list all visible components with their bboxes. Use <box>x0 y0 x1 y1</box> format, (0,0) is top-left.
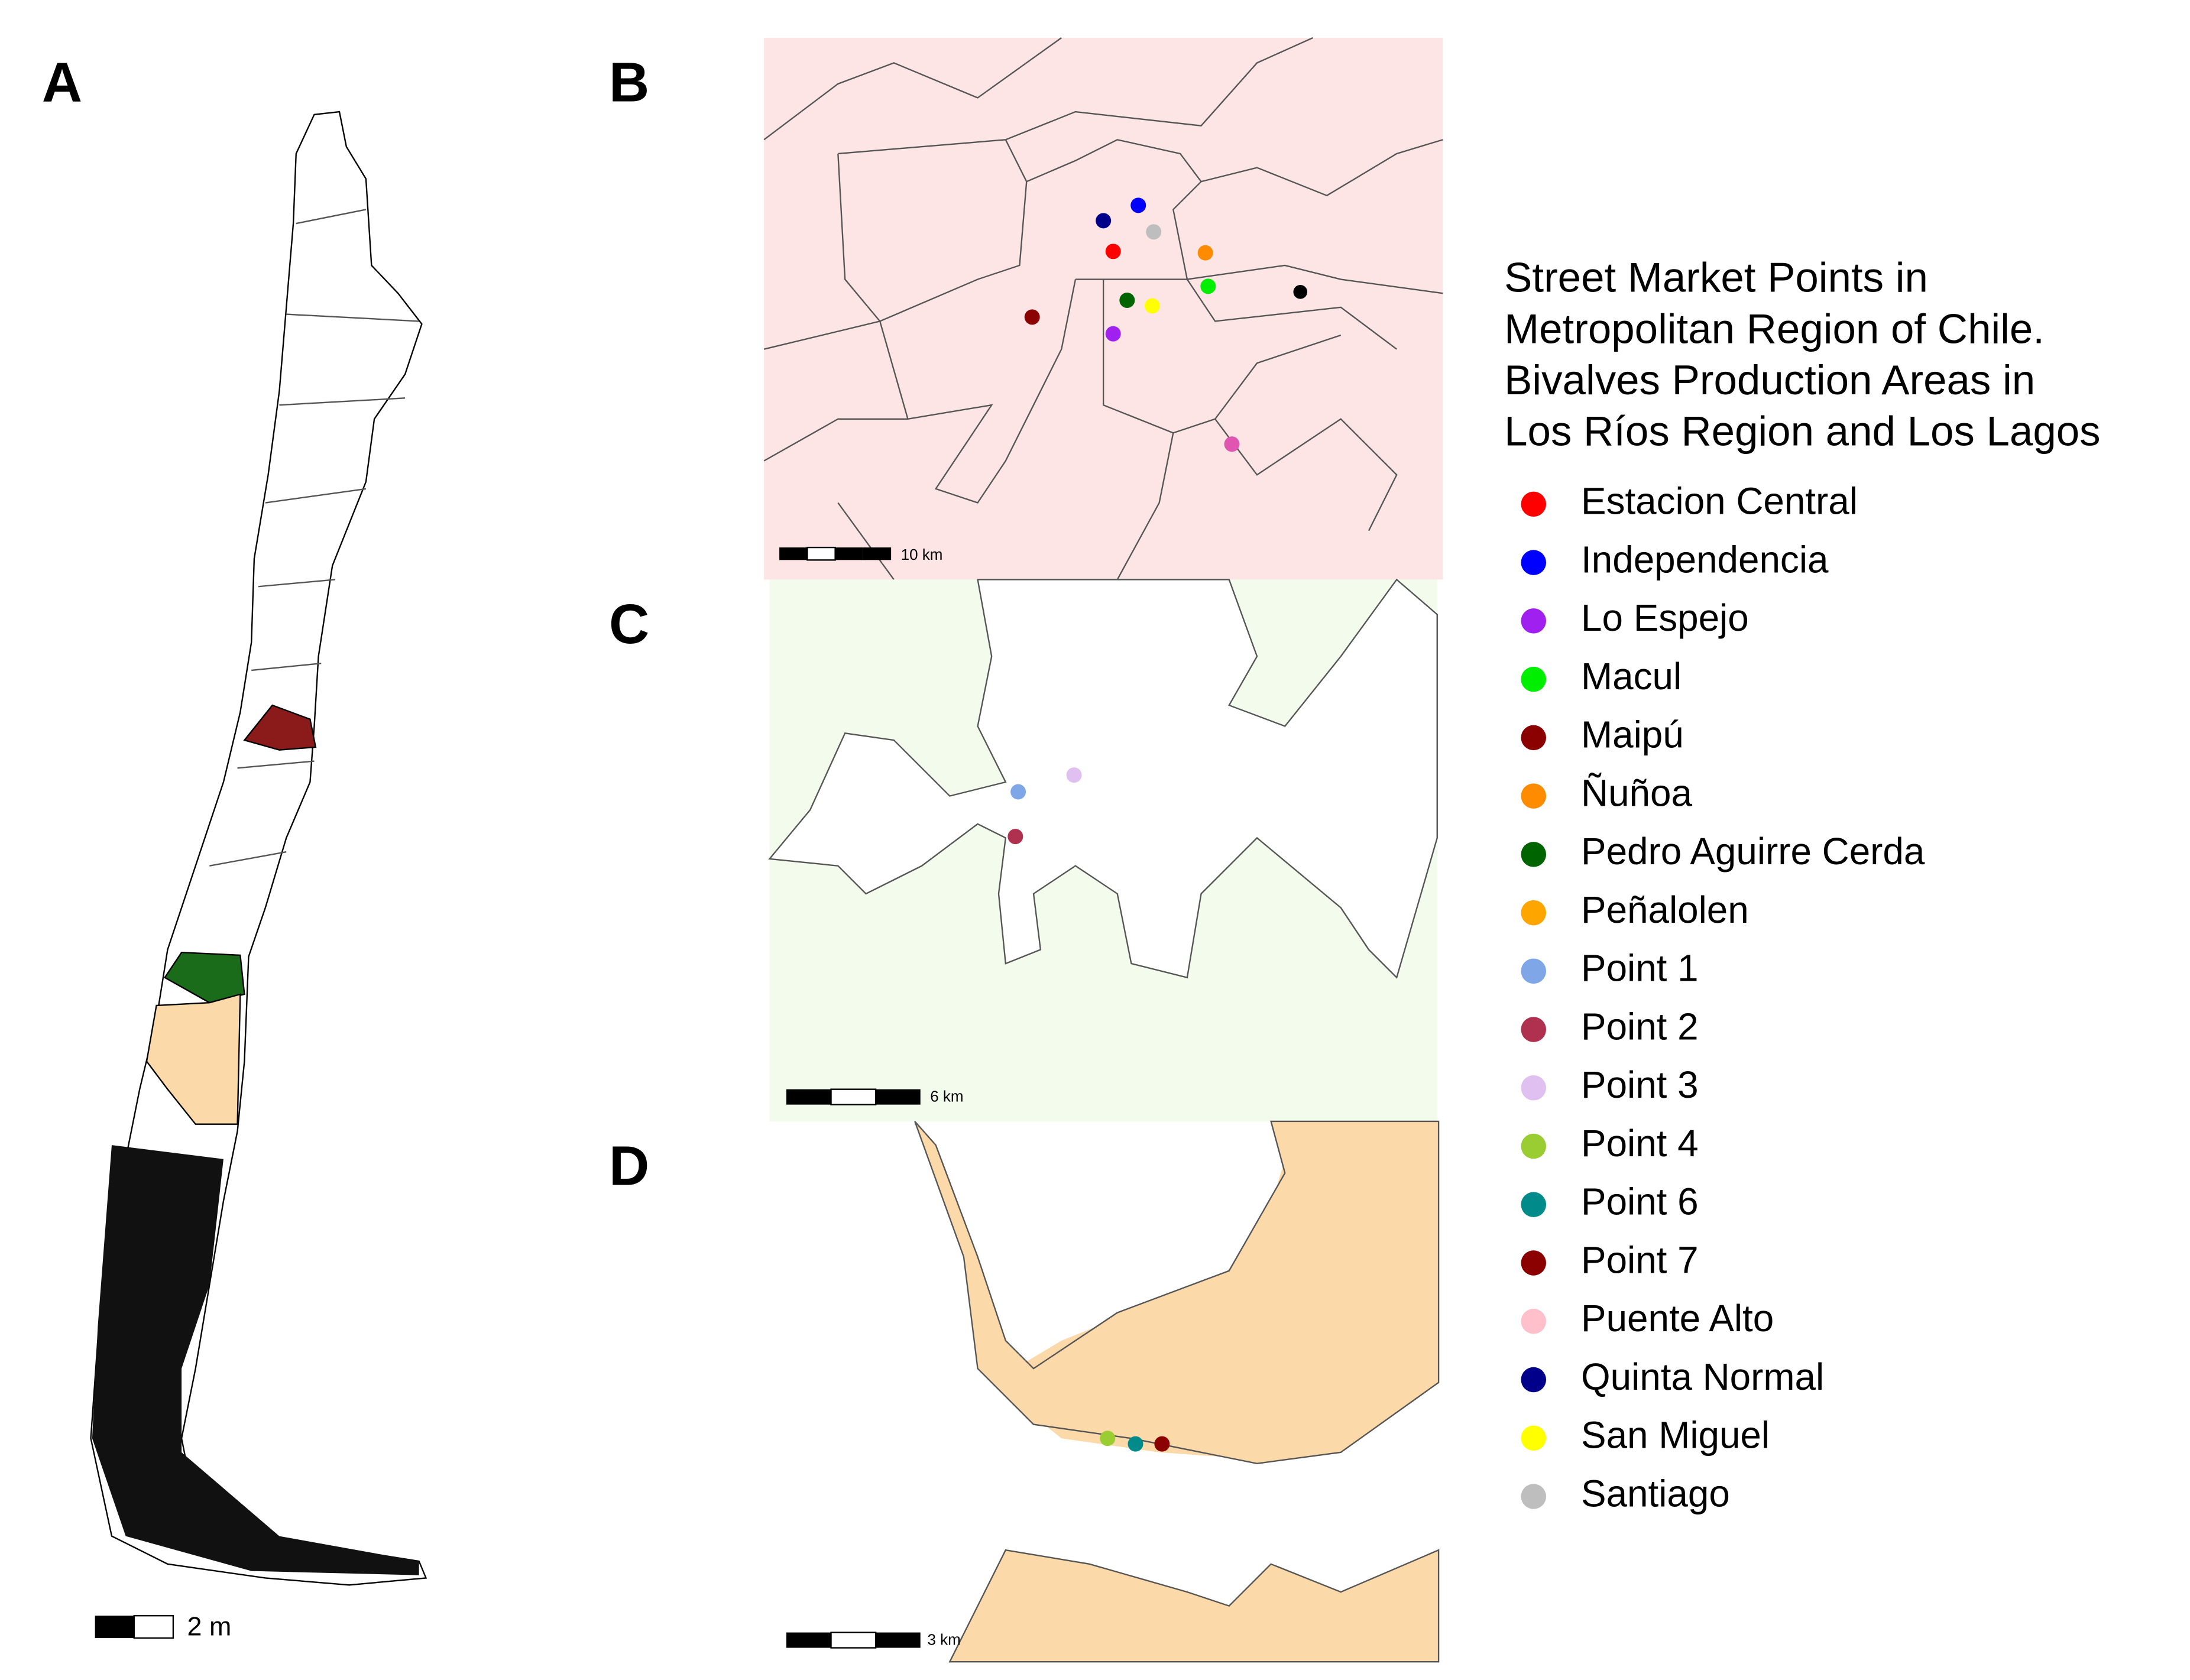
legend-label: Independencia <box>1581 538 1829 580</box>
legend-swatch <box>1521 491 1547 517</box>
legend-swatch <box>1521 783 1547 809</box>
map-santiago: 10 km <box>763 37 1443 580</box>
map-point <box>1007 829 1023 845</box>
map-point <box>1100 1431 1116 1447</box>
legend-label: Quinta Normal <box>1581 1355 1824 1398</box>
legend-swatch <box>1521 1250 1547 1276</box>
scale-label: 6 km <box>930 1088 963 1105</box>
map-los-rios: 6 km <box>768 578 1438 1121</box>
legend-swatch <box>1521 1075 1547 1101</box>
map-point <box>1130 197 1146 213</box>
legend-label: Macul <box>1581 655 1682 698</box>
legend-title: Metropolitan Region of Chile. <box>1504 306 2045 352</box>
legend-label: Pedro Aguirre Cerda <box>1581 830 1925 873</box>
map-point <box>1105 244 1121 260</box>
map-point <box>1293 285 1308 299</box>
scale-label: 10 km <box>901 546 943 563</box>
map-point <box>1128 1436 1143 1452</box>
legend-label: Lo Espejo <box>1581 596 1749 639</box>
legend-swatch <box>1521 1192 1547 1218</box>
scale-label: 3 km <box>928 1631 961 1649</box>
legend-label: Puente Alto <box>1581 1297 1774 1340</box>
map-point <box>1096 213 1112 229</box>
map-point <box>1200 278 1216 294</box>
map-point <box>1146 224 1162 240</box>
legend-label: Point 6 <box>1581 1180 1699 1223</box>
legend-swatch <box>1521 1484 1547 1509</box>
panel-label: C <box>609 593 649 656</box>
legend-swatch <box>1521 958 1547 984</box>
map-point <box>1024 309 1040 325</box>
legend-label: Point 2 <box>1581 1005 1699 1047</box>
legend-swatch <box>1521 1367 1547 1393</box>
scale-label: 2 m <box>187 1611 232 1641</box>
legend-label: Ñuñoa <box>1581 771 1692 814</box>
legend-label: Santiago <box>1581 1472 1730 1514</box>
legend-title: Street Market Points in <box>1504 255 1928 301</box>
legend-label: Point 4 <box>1581 1122 1699 1165</box>
map-point <box>1197 245 1213 261</box>
legend-label: Point 1 <box>1581 947 1699 990</box>
legend-label: Estacion Central <box>1581 480 1858 523</box>
map-chile: 2 m <box>90 111 427 1641</box>
legend-swatch <box>1521 666 1547 692</box>
legend-swatch <box>1521 842 1547 867</box>
panel-label: A <box>42 51 82 114</box>
panel-label: D <box>609 1135 649 1198</box>
map-point <box>1144 298 1160 314</box>
legend-label: Point 3 <box>1581 1063 1699 1106</box>
legend-label: Maipú <box>1581 713 1684 756</box>
map-point <box>1066 767 1082 783</box>
panel-label: B <box>609 51 649 114</box>
legend-swatch <box>1521 1133 1547 1159</box>
legend-swatch <box>1521 550 1547 575</box>
legend-swatch <box>1521 725 1547 751</box>
map-los-lagos: 3 km <box>786 1120 1440 1663</box>
legend-swatch <box>1521 608 1547 634</box>
legend-swatch <box>1521 1425 1547 1451</box>
legend-label: Point 7 <box>1581 1238 1699 1281</box>
legend-swatch <box>1521 1017 1547 1042</box>
legend-title: Los Ríos Region and Los Lagos <box>1504 408 2100 455</box>
legend-label: San Miguel <box>1581 1414 1770 1457</box>
map-point <box>1010 784 1026 800</box>
map-point <box>1224 436 1240 452</box>
map-point <box>1154 1436 1170 1452</box>
legend-title: Bivalves Production Areas in <box>1504 357 2035 404</box>
map-point <box>1119 293 1135 308</box>
map-point <box>1105 326 1121 342</box>
legend-swatch <box>1521 900 1547 926</box>
legend-swatch <box>1521 1309 1547 1334</box>
legend-label: Peñalolen <box>1581 888 1749 931</box>
